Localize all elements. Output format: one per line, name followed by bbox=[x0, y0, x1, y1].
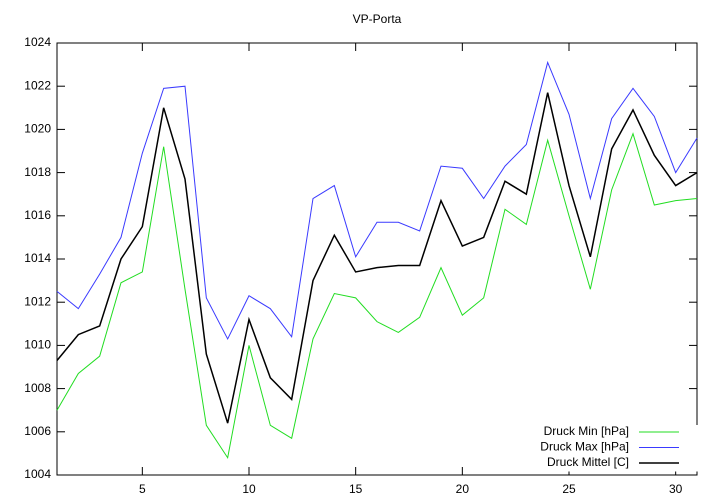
legend-bg bbox=[489, 425, 699, 441]
y-tick-label: 1016 bbox=[24, 208, 51, 222]
x-tick-label: 25 bbox=[562, 482, 576, 496]
series-line bbox=[56, 132, 698, 460]
x-tick-label: 10 bbox=[242, 482, 256, 496]
y-tick-label: 1014 bbox=[24, 251, 51, 265]
x-tick-label: 20 bbox=[456, 482, 470, 496]
y-tick-label: 1018 bbox=[24, 165, 51, 179]
x-tick-label: 5 bbox=[139, 482, 146, 496]
legend-bg bbox=[489, 456, 699, 472]
chart-title: VP-Porta bbox=[353, 12, 402, 26]
y-tick-label: 1020 bbox=[24, 122, 51, 136]
y-tick-label: 1010 bbox=[24, 338, 51, 352]
x-tick-label: 15 bbox=[349, 482, 363, 496]
series-line bbox=[56, 92, 698, 424]
legend-label: Druck Max [hPa] bbox=[540, 440, 629, 454]
series-line bbox=[56, 60, 698, 341]
y-tick-label: 1008 bbox=[24, 381, 51, 395]
legend-bg bbox=[489, 440, 699, 456]
x-tick-label: 30 bbox=[669, 482, 683, 496]
y-tick-label: 1024 bbox=[24, 35, 51, 49]
legend-label: Druck Min [hPa] bbox=[544, 424, 629, 438]
legend-label: Druck Mittel [C] bbox=[547, 455, 629, 469]
y-tick-label: 1006 bbox=[24, 424, 51, 438]
y-tick-label: 1012 bbox=[24, 294, 51, 308]
y-tick-label: 1004 bbox=[24, 467, 51, 481]
y-tick-label: 1022 bbox=[24, 78, 51, 92]
